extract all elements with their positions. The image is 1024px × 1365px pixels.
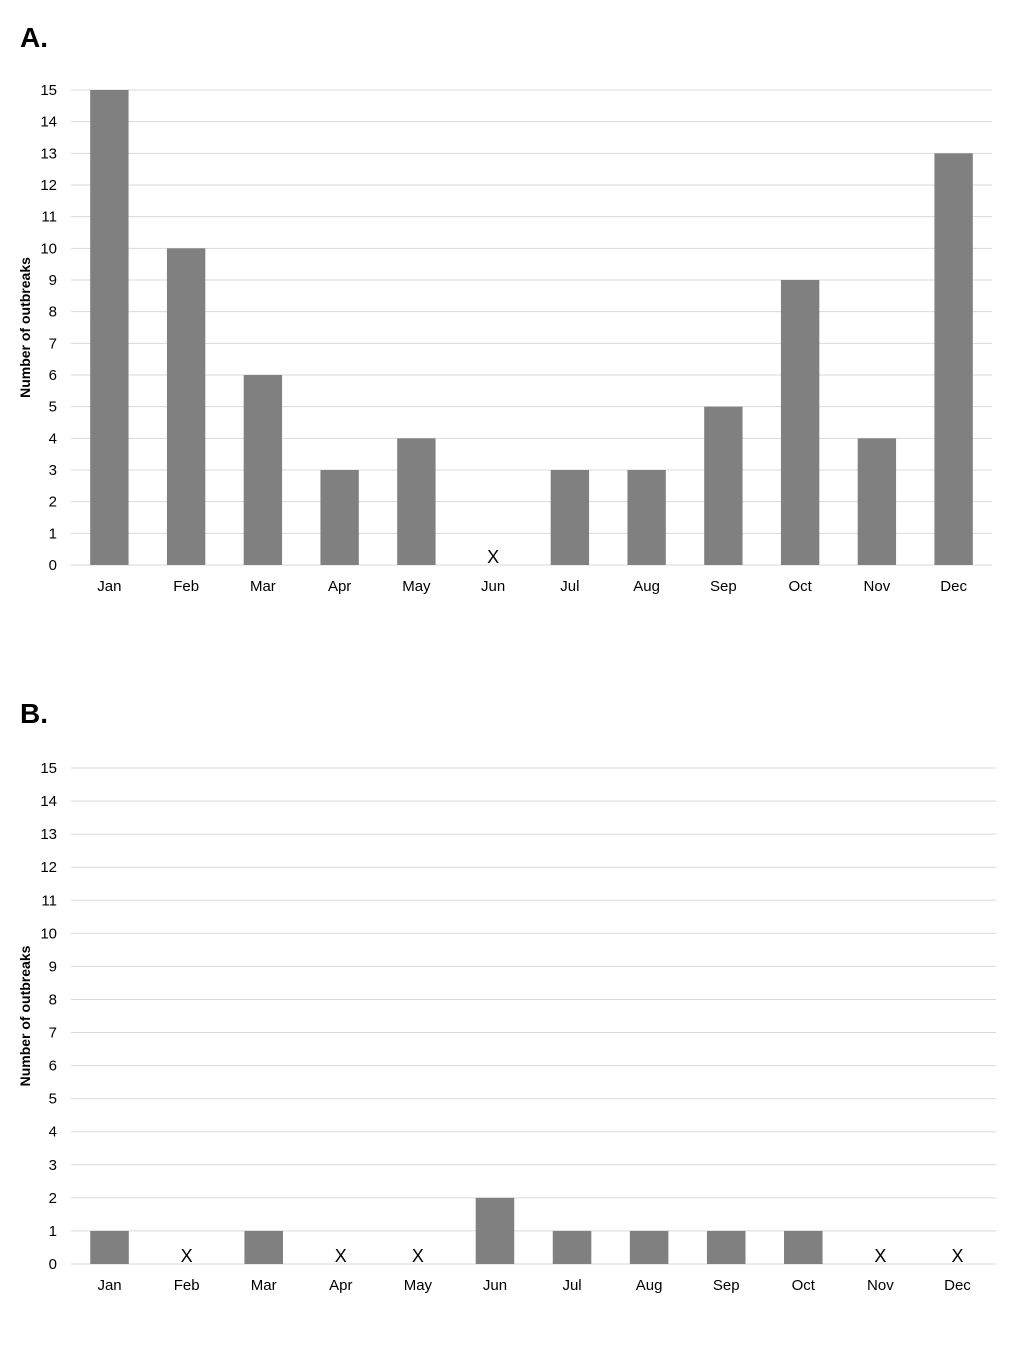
x-tick-label: Oct <box>792 1277 816 1294</box>
bar-oct <box>780 280 820 565</box>
bar-jan <box>90 1230 129 1264</box>
y-tick-label: 15 <box>40 760 57 777</box>
y-tick-label: 5 <box>49 1091 57 1108</box>
x-tick-label: May <box>402 578 431 595</box>
y-tick-label: 6 <box>49 367 57 384</box>
y-tick-label: 2 <box>49 494 57 511</box>
zero-marker-feb: X <box>181 1246 193 1266</box>
y-tick-label: 13 <box>40 145 57 162</box>
x-tick-label: Sep <box>713 1277 740 1294</box>
y-tick-label: 1 <box>49 525 57 542</box>
x-tick-label: Mar <box>250 578 276 595</box>
bar-jun <box>475 1197 515 1264</box>
y-tick-label: 4 <box>49 430 57 447</box>
x-tick-label: Dec <box>940 578 967 595</box>
zero-marker-may: X <box>412 1246 424 1266</box>
y-tick-label: 15 <box>40 82 57 99</box>
x-tick-label: Nov <box>864 578 891 595</box>
y-tick-label: 8 <box>49 991 57 1008</box>
panel-label-b: B. <box>20 698 48 729</box>
bar-dec <box>934 153 973 566</box>
y-tick-label: 7 <box>49 1025 57 1042</box>
x-tick-label: Feb <box>174 1277 200 1294</box>
y-tick-label: 11 <box>41 892 57 909</box>
x-tick-label: Jul <box>562 1277 581 1294</box>
zero-marker-nov: X <box>874 1246 886 1266</box>
x-tick-label: Sep <box>710 578 737 595</box>
y-tick-label: 6 <box>49 1058 57 1075</box>
bar-jan <box>90 90 129 565</box>
x-tick-label: Jun <box>483 1277 507 1294</box>
bar-jul <box>550 470 590 565</box>
x-tick-label: Jan <box>97 578 121 595</box>
bar-nov <box>857 438 897 565</box>
y-axis-label: Number of outbreaks <box>17 257 33 398</box>
y-tick-label: 3 <box>49 462 57 479</box>
bar-jul <box>552 1230 592 1264</box>
y-tick-label: 12 <box>40 859 57 876</box>
x-tick-label: Dec <box>944 1277 971 1294</box>
y-tick-label: 3 <box>49 1157 57 1174</box>
bar-sep <box>704 406 743 565</box>
y-tick-label: 0 <box>49 1256 57 1273</box>
bar-feb <box>166 248 206 566</box>
x-tick-label: Aug <box>633 578 660 595</box>
x-tick-label: Oct <box>788 578 812 595</box>
x-tick-label: Aug <box>636 1277 663 1294</box>
bar-aug <box>629 1230 669 1264</box>
chart-panel-b: B. 0 1 2 3 4 5 6 7 8 9 10 11 12 13 14 15 Number of outbr… <box>0 680 1024 1340</box>
y-tick-label: 12 <box>40 177 57 194</box>
bar-oct <box>784 1230 823 1264</box>
y-tick-label: 2 <box>49 1190 57 1207</box>
x-tick-label: Apr <box>328 578 351 595</box>
x-tick-label: Jun <box>481 578 505 595</box>
x-tick-label: Nov <box>867 1277 894 1294</box>
y-tick-label: 9 <box>49 958 57 975</box>
zero-marker-jun: X <box>487 547 499 567</box>
y-tick-label: 10 <box>40 240 57 257</box>
y-axis-label: Number of outbreaks <box>17 945 33 1086</box>
y-tick-label: 7 <box>49 335 57 352</box>
y-tick-label: 14 <box>40 793 57 810</box>
panel-label-a: A. <box>20 22 48 53</box>
y-tick-label: 9 <box>49 272 57 289</box>
bar-sep <box>706 1230 746 1264</box>
bar-mar <box>243 375 283 565</box>
y-tick-label: 11 <box>41 209 57 226</box>
y-tick-label: 13 <box>40 826 57 843</box>
bar-aug <box>627 470 666 565</box>
x-tick-label: Jul <box>560 578 579 595</box>
y-tick-label: 5 <box>49 399 57 416</box>
x-tick-label: Jan <box>97 1277 121 1294</box>
zero-marker-apr: X <box>335 1246 347 1266</box>
y-tick-label: 8 <box>49 304 57 321</box>
x-tick-label: Feb <box>173 578 199 595</box>
x-tick-label: May <box>404 1277 433 1294</box>
y-tick-label: 14 <box>40 114 57 131</box>
bar-apr <box>320 470 359 565</box>
bar-may <box>397 438 436 565</box>
y-tick-label: 1 <box>49 1223 57 1240</box>
y-tick-label: 0 <box>49 557 57 574</box>
y-tick-label: 4 <box>49 1124 57 1141</box>
zero-marker-dec: X <box>951 1246 963 1266</box>
y-tick-label: 10 <box>40 925 57 942</box>
bar-mar <box>244 1230 283 1264</box>
x-tick-label: Apr <box>329 1277 352 1294</box>
chart-panel-a: A. 0 1 2 3 4 5 6 7 8 9 10 11 12 13 14 15 Number of outbr… <box>0 0 1024 660</box>
x-tick-label: Mar <box>251 1277 277 1294</box>
